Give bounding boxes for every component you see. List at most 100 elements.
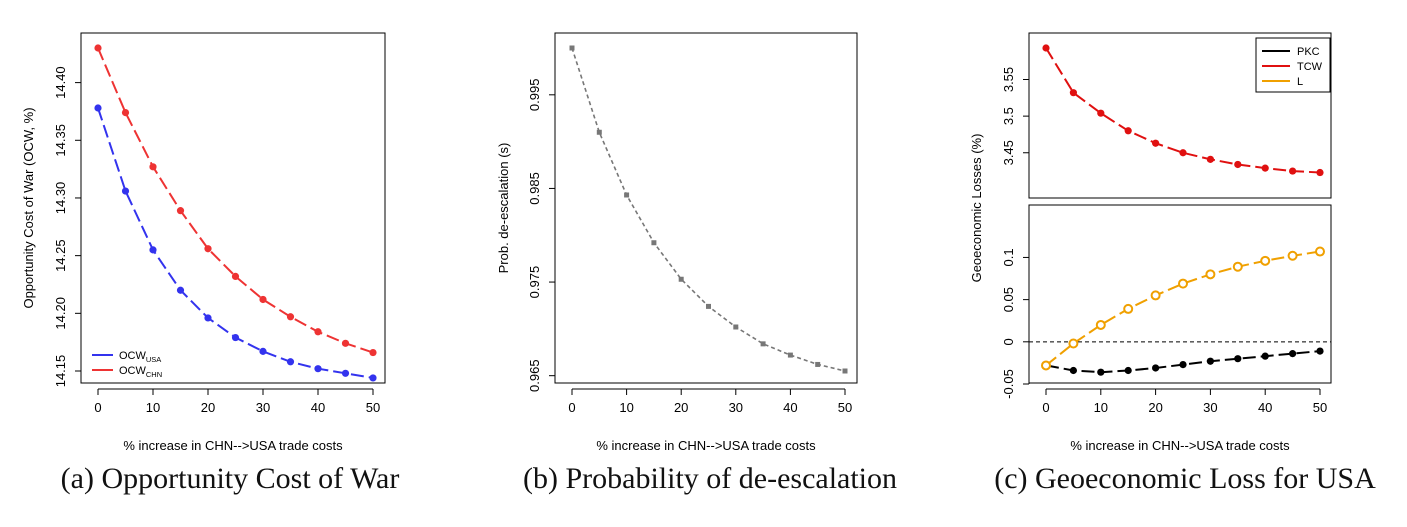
data-point-l	[1205, 269, 1216, 280]
y-tick-label: 14.25	[53, 239, 68, 272]
data-point-pkc	[1124, 366, 1132, 375]
data-point-ocw-usa	[94, 104, 102, 112]
data-point-l	[1287, 250, 1298, 261]
legend-geoeconomic: PKC TCW L	[1255, 37, 1331, 93]
chart-geoeconomic-loss-bottom: -0.05 0 0.05 0.1 0 10 20 30 40 50 % increase in CH…	[969, 134, 1332, 453]
data-point-series	[706, 303, 711, 309]
y-tick-label: 14.35	[53, 124, 68, 157]
y-tick-label: 3.5	[1001, 107, 1016, 125]
x-tick-label: 30	[729, 400, 743, 415]
x-axis-label: % increase in CHN-->USA trade costs	[1070, 438, 1290, 453]
y-tick-label: 0.1	[1001, 248, 1016, 266]
data-point-series	[787, 352, 793, 358]
x-tick-label: 0	[568, 400, 575, 415]
data-point-tcw	[1261, 164, 1269, 172]
data-point-tcw	[1152, 139, 1160, 147]
data-point-ocw-chn	[231, 272, 240, 281]
data-point-series	[842, 368, 848, 374]
x-tick-label: 10	[146, 400, 160, 415]
x-tick-label: 50	[1313, 400, 1327, 415]
data-point-l	[1232, 261, 1243, 272]
x-tick-label: 20	[201, 400, 215, 415]
legend-label-usa: OCWUSA	[119, 350, 161, 364]
y-tick-label: 14.40	[53, 66, 68, 99]
data-point-ocw-usa	[286, 358, 295, 366]
y-tick-label: 14.20	[53, 297, 68, 330]
data-point-l	[1095, 319, 1106, 330]
data-point-pkc	[1289, 350, 1297, 358]
data-point-ocw-usa	[314, 365, 322, 373]
data-point-pkc	[1069, 366, 1077, 375]
series-line-l	[1045, 250, 1321, 367]
x-tick-label: 40	[1258, 400, 1272, 415]
y-tick-label: 14.15	[53, 355, 68, 388]
data-point-tcw	[1097, 109, 1105, 117]
data-point-l	[1260, 255, 1271, 266]
data-point-pkc	[1152, 364, 1160, 372]
y-tick-label: 3.55	[1001, 67, 1016, 92]
data-point-ocw-usa	[176, 286, 185, 294]
x-axis-label: % increase in CHN-->USA trade costs	[596, 438, 816, 453]
plot-frame	[80, 32, 386, 384]
y-tick-label: 3.45	[1001, 140, 1016, 165]
x-tick-label: 10	[619, 400, 633, 415]
x-tick-label: 30	[1203, 400, 1217, 415]
y-tick-label: 0	[1001, 338, 1016, 345]
data-point-series	[624, 192, 630, 198]
data-point-ocw-chn	[176, 207, 185, 215]
series-line-ocw-chn	[97, 47, 374, 354]
legend-label-main: OCW	[119, 350, 147, 362]
series-line-tcw	[1045, 47, 1321, 174]
y-tick-label: 0.995	[527, 79, 542, 112]
data-point-tcw	[1316, 168, 1324, 177]
data-point-ocw-usa	[369, 374, 377, 382]
y-tick-label: 0.975	[527, 266, 542, 299]
x-tick-label: 40	[783, 400, 797, 415]
data-point-ocw-usa	[121, 187, 130, 195]
data-point-pkc	[1206, 357, 1214, 365]
legend-label-tcw: TCW	[1297, 61, 1323, 73]
x-tick-label: 20	[1148, 400, 1162, 415]
data-point-l	[1041, 360, 1051, 371]
data-point-ocw-chn	[369, 348, 377, 357]
data-point-l	[1068, 338, 1079, 349]
x-tick-label: 50	[838, 400, 852, 415]
data-point-ocw-chn	[149, 163, 157, 171]
data-point-ocw-chn	[121, 109, 130, 117]
data-point-tcw	[1069, 89, 1077, 97]
data-point-ocw-chn	[314, 328, 322, 336]
x-tick-label: 0	[1042, 400, 1049, 415]
data-point-series	[815, 361, 821, 367]
data-point-ocw-chn	[259, 295, 267, 304]
y-axis-label: Opportunity Cost of War (OCW, %)	[21, 107, 36, 308]
data-point-l	[1123, 303, 1134, 314]
data-point-series	[569, 45, 575, 51]
data-point-series	[651, 240, 657, 246]
data-point-tcw	[1124, 127, 1132, 135]
data-point-pkc	[1234, 355, 1242, 363]
data-point-tcw	[1206, 155, 1214, 163]
data-point-tcw	[1042, 44, 1050, 52]
y-tick-label: 0.05	[1001, 287, 1016, 312]
data-point-ocw-usa	[204, 314, 212, 322]
data-point-ocw-chn	[286, 313, 295, 321]
data-point-series	[678, 276, 684, 282]
caption-geoeconomic-loss: (c) Geoeconomic Loss for USA	[994, 462, 1376, 495]
legend-label-chn: OCWCHN	[119, 365, 162, 379]
x-axis-label: % increase in CHN-->USA trade costs	[123, 438, 343, 453]
data-point-ocw-usa	[341, 369, 350, 377]
x-tick-label: 10	[1094, 400, 1108, 415]
caption-ocw: (a) Opportunity Cost of War	[60, 462, 400, 495]
plot-frame	[1028, 204, 1332, 384]
x-tick-label: 40	[311, 400, 325, 415]
caption-prob-deescalation: (b) Probability of de-escalation	[522, 462, 898, 495]
y-tick-label: 0.985	[527, 172, 542, 205]
data-point-tcw	[1179, 149, 1187, 157]
legend-label-l: L	[1297, 76, 1303, 88]
x-tick-label: 30	[256, 400, 270, 415]
legend-label-subscript: CHN	[146, 370, 162, 379]
data-point-ocw-usa	[149, 246, 157, 254]
data-point-ocw-chn	[94, 44, 102, 52]
